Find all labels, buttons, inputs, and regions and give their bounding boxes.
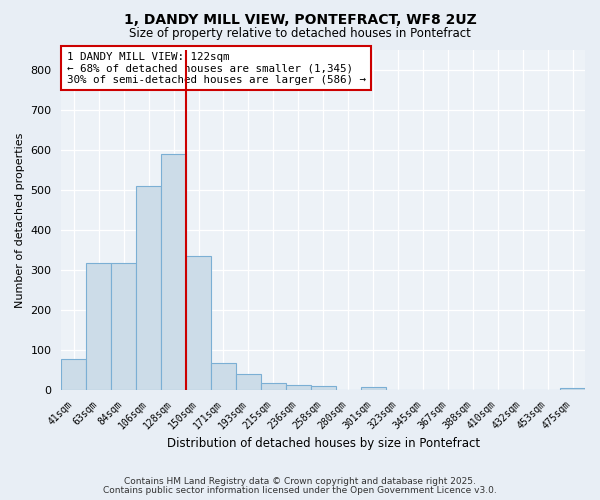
Bar — [86, 264, 111, 390]
Text: Contains HM Land Registry data © Crown copyright and database right 2025.: Contains HM Land Registry data © Crown c… — [124, 477, 476, 486]
X-axis label: Distribution of detached houses by size in Pontefract: Distribution of detached houses by size … — [167, 437, 480, 450]
Bar — [186, 256, 211, 390]
Text: Contains public sector information licensed under the Open Government Licence v3: Contains public sector information licen… — [103, 486, 497, 495]
Text: 1 DANDY MILL VIEW: 122sqm
← 68% of detached houses are smaller (1,345)
30% of se: 1 DANDY MILL VIEW: 122sqm ← 68% of detac… — [67, 52, 365, 85]
Bar — [560, 388, 585, 390]
Bar — [261, 383, 286, 390]
Text: Size of property relative to detached houses in Pontefract: Size of property relative to detached ho… — [129, 28, 471, 40]
Bar — [61, 358, 86, 390]
Bar — [211, 362, 236, 390]
Bar — [161, 154, 186, 390]
Bar — [236, 374, 261, 390]
Bar — [286, 385, 311, 390]
Bar — [136, 186, 161, 390]
Bar — [311, 386, 335, 390]
Bar — [111, 264, 136, 390]
Text: 1, DANDY MILL VIEW, PONTEFRACT, WF8 2UZ: 1, DANDY MILL VIEW, PONTEFRACT, WF8 2UZ — [124, 12, 476, 26]
Bar — [361, 386, 386, 390]
Y-axis label: Number of detached properties: Number of detached properties — [15, 132, 25, 308]
